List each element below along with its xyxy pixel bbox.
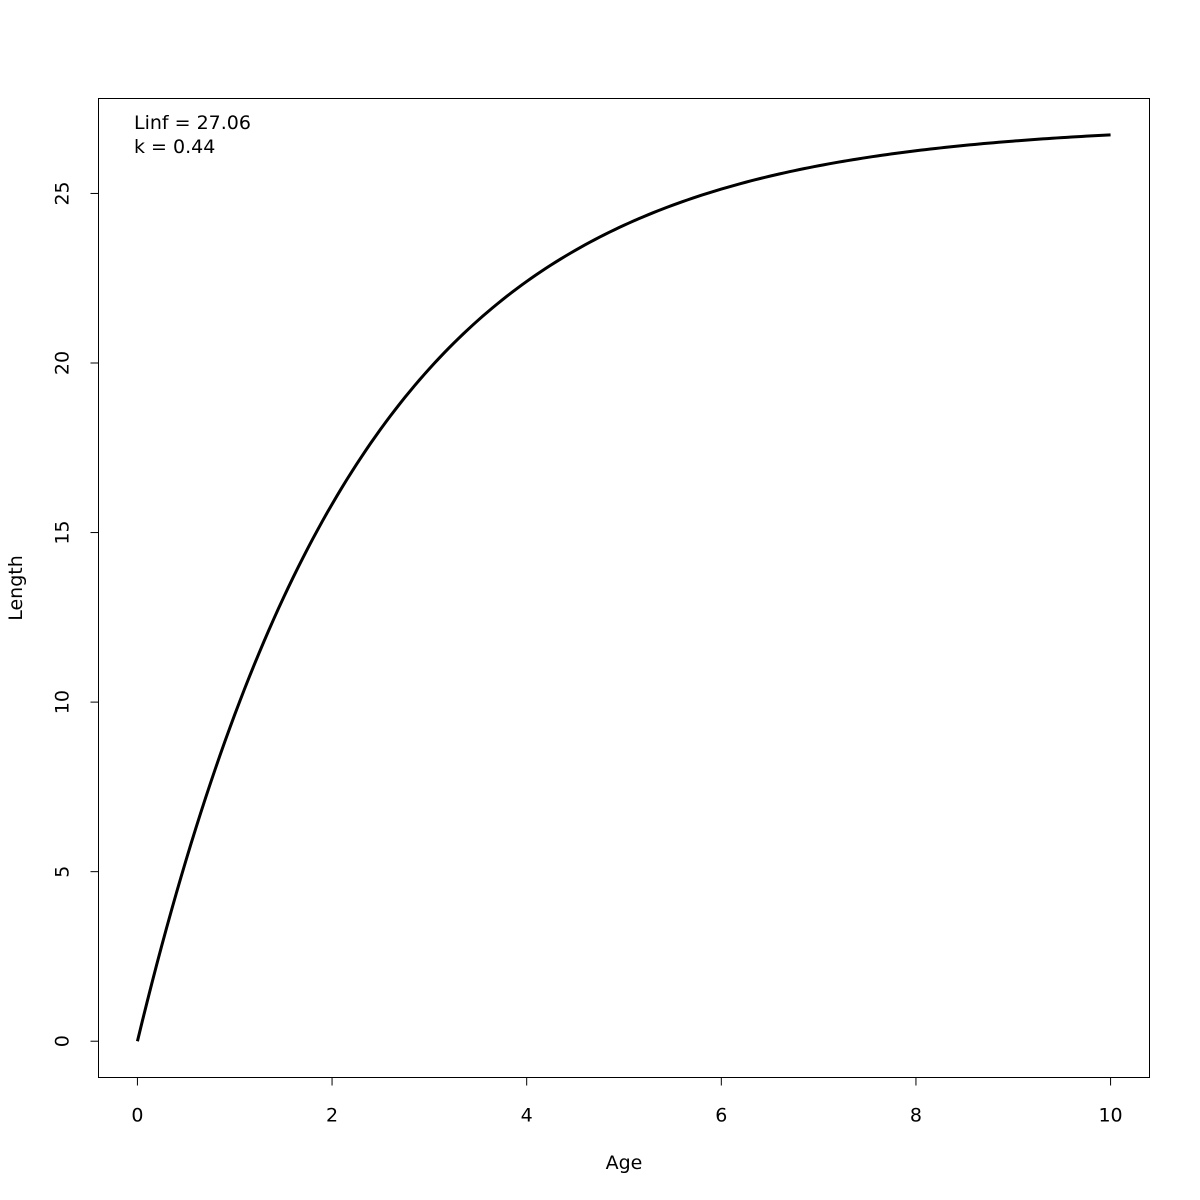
y-tick-label: 5	[52, 866, 74, 878]
y-tick-label: 10	[52, 690, 74, 714]
annotation-linf: Linf = 27.06	[134, 112, 251, 134]
x-tick-label: 6	[715, 1105, 727, 1127]
growth-curve-line	[135, 133, 1111, 1042]
x-tick-label: 2	[326, 1105, 338, 1127]
x-axis-label: Age	[606, 1152, 643, 1174]
y-tick-label: 0	[52, 1035, 74, 1047]
y-tick-label: 15	[52, 520, 74, 544]
x-tick-label: 10	[1098, 1105, 1122, 1127]
y-tick-label: 20	[52, 351, 74, 375]
annotation-k: k = 0.44	[134, 136, 215, 158]
plot-frame	[98, 98, 1150, 1078]
x-tick-label: 4	[521, 1105, 533, 1127]
y-axis: 0 5 10 15 20 25	[52, 181, 99, 1047]
x-axis: 0 2 4 6 8 10	[131, 1077, 1123, 1127]
y-tick-label: 25	[52, 181, 74, 205]
y-axis-label: Length	[5, 555, 27, 621]
x-tick-label: 0	[131, 1105, 143, 1127]
x-tick-label: 8	[910, 1105, 922, 1127]
